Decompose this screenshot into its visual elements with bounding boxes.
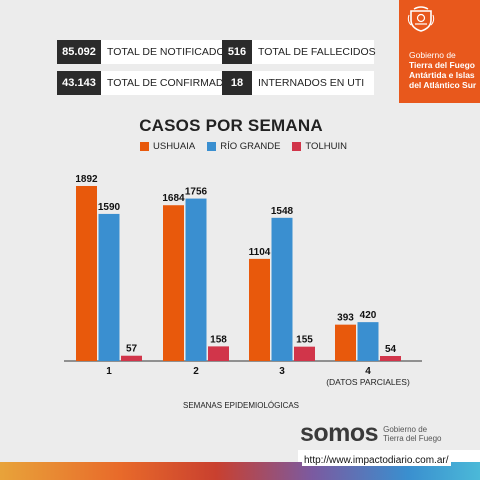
gov-line: Gobierno de [409, 50, 456, 60]
footer-brand: somos Gobierno de Tierra del Fuego [300, 419, 445, 448]
gov-line: Antártida e Islas [409, 70, 475, 80]
legend-swatch [292, 142, 302, 151]
bar-value-label: 393 [337, 313, 354, 324]
stat-notificados: 85.092 TOTAL DE NOTIFICADOS [57, 40, 232, 64]
gov-line: del Atlántico Sur [409, 80, 477, 90]
bar-rio-grande-week-2 [185, 198, 207, 361]
legend-label: USHUAIA [153, 141, 196, 152]
x-tick-label: 2 [193, 366, 199, 377]
stat-value: 516 [222, 40, 252, 64]
bar-tolhuin-week-2 [208, 346, 229, 361]
bar-value-label: 1684 [162, 193, 185, 204]
bar-value-label: 1590 [98, 202, 121, 213]
stat-label: INTERNADOS EN UTI [252, 71, 374, 95]
color-stripe [0, 462, 480, 480]
legend-item-ushuaia: USHUAIA [140, 141, 195, 152]
somos-subtitle: Gobierno de Tierra del Fuego [383, 424, 442, 443]
somos-logo: somos [300, 419, 379, 447]
x-tick-label: 1 [106, 366, 112, 377]
bar-value-label: 155 [296, 335, 313, 346]
chart-title: CASOS POR SEMANA [139, 116, 323, 135]
bar-value-label: 57 [126, 344, 138, 355]
legend-label: TOLHUIN [305, 141, 347, 152]
bar-rio-grande-week-4 [357, 322, 379, 361]
chart-legend: USHUAIA RÍO GRANDE TOLHUIN [140, 141, 347, 152]
bar-ushuaia-week-4 [335, 324, 356, 361]
stat-uti: 18 INTERNADOS EN UTI [222, 71, 374, 95]
bar-ushuaia-week-3 [249, 258, 270, 361]
stat-confirmados: 43.143 TOTAL DE CONFIRMADOS [57, 71, 239, 95]
legend-item-rio-grande: RÍO GRANDE [207, 141, 280, 152]
stat-label: TOTAL DE CONFIRMADOS [101, 71, 239, 95]
stat-value: 18 [222, 71, 252, 95]
gov-line: Tierra del Fuego [409, 60, 475, 70]
bar-tolhuin-week-3 [294, 346, 315, 361]
bar-value-label: 1892 [75, 174, 98, 185]
bar-tolhuin-week-4 [380, 356, 401, 361]
x-axis-title: SEMANAS EPIDEMIOLÓGICAS [183, 401, 299, 410]
x-tick-label: 3 [279, 366, 285, 377]
legend-item-tolhuin: TOLHUIN [292, 141, 347, 152]
legend-label: RÍO GRANDE [220, 141, 281, 152]
bar-value-label: 158 [210, 334, 227, 345]
bar-ushuaia-week-2 [163, 205, 184, 361]
stat-value: 43.143 [57, 71, 101, 95]
bar-value-label: 1104 [249, 247, 271, 258]
coat-of-arms-icon [407, 6, 435, 32]
stat-label: TOTAL DE FALLECIDOS [252, 40, 376, 64]
source-url: http://www.impactodiario.com.ar/ [302, 455, 451, 466]
x-tick-label: 4 [365, 366, 371, 377]
bar-ushuaia-week-1 [76, 185, 97, 361]
government-logo-block: Gobierno de Tierra del Fuego Antártida e… [399, 0, 480, 103]
bar-value-label: 1756 [185, 187, 208, 198]
stat-label: TOTAL DE NOTIFICADOS [101, 40, 232, 64]
legend-swatch [140, 142, 149, 151]
bar-rio-grande-week-3 [271, 217, 293, 361]
bar-value-label: 54 [385, 344, 397, 355]
government-name: Gobierno de Tierra del Fuego Antártida e… [409, 50, 479, 90]
bar-value-label: 1548 [271, 206, 294, 217]
x-tick-sublabel: (DATOS PARCIALES) [326, 377, 410, 387]
stat-fallecidos: 516 TOTAL DE FALLECIDOS [222, 40, 376, 64]
bar-rio-grande-week-1 [98, 213, 120, 361]
legend-swatch [207, 142, 217, 151]
bar-tolhuin-week-1 [121, 355, 142, 361]
stat-value: 85.092 [57, 40, 101, 64]
bar-value-label: 420 [360, 310, 377, 321]
